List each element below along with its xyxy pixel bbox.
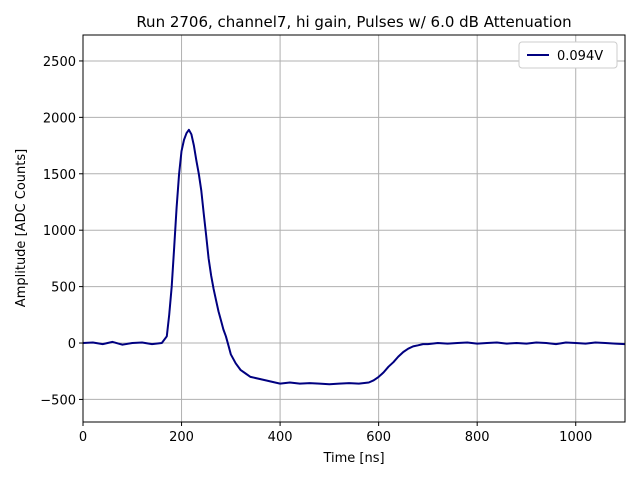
y-tick-label: 2500 bbox=[43, 55, 76, 70]
y-tick-label: 500 bbox=[51, 281, 76, 296]
y-tick-label: −500 bbox=[40, 393, 76, 408]
x-tick-label: 400 bbox=[268, 430, 293, 445]
y-tick-label: 2000 bbox=[43, 111, 76, 126]
x-tick-label: 0 bbox=[79, 430, 87, 445]
plot-frame bbox=[82, 34, 626, 423]
series-line bbox=[82, 128, 626, 386]
legend-box bbox=[518, 41, 618, 69]
y-axis-label: Amplitude [ADC Counts] bbox=[14, 149, 29, 307]
x-tick-label: 200 bbox=[169, 430, 194, 445]
chart-title: Run 2706, channel7, hi gain, Pulses w/ 6… bbox=[136, 13, 571, 31]
x-axis-label: Time [ns] bbox=[322, 451, 384, 466]
legend: 0.094V bbox=[518, 41, 618, 69]
series-layer bbox=[82, 128, 626, 386]
legend-label: 0.094V bbox=[557, 49, 603, 64]
x-tick-label: 600 bbox=[366, 430, 391, 445]
y-tick-label: 1500 bbox=[43, 168, 76, 183]
grid bbox=[82, 35, 625, 422]
x-tick-label: 1000 bbox=[559, 430, 592, 445]
x-tick-label: 800 bbox=[465, 430, 490, 445]
y-tick-label: 0 bbox=[68, 337, 76, 352]
x-axis-ticks: 0 200 400 600 800 1000 bbox=[79, 422, 592, 445]
plot-area bbox=[83, 35, 625, 422]
y-axis-ticks: −500 0 500 1000 1500 2000 2500 bbox=[40, 55, 83, 408]
y-tick-label: 1000 bbox=[43, 224, 76, 239]
